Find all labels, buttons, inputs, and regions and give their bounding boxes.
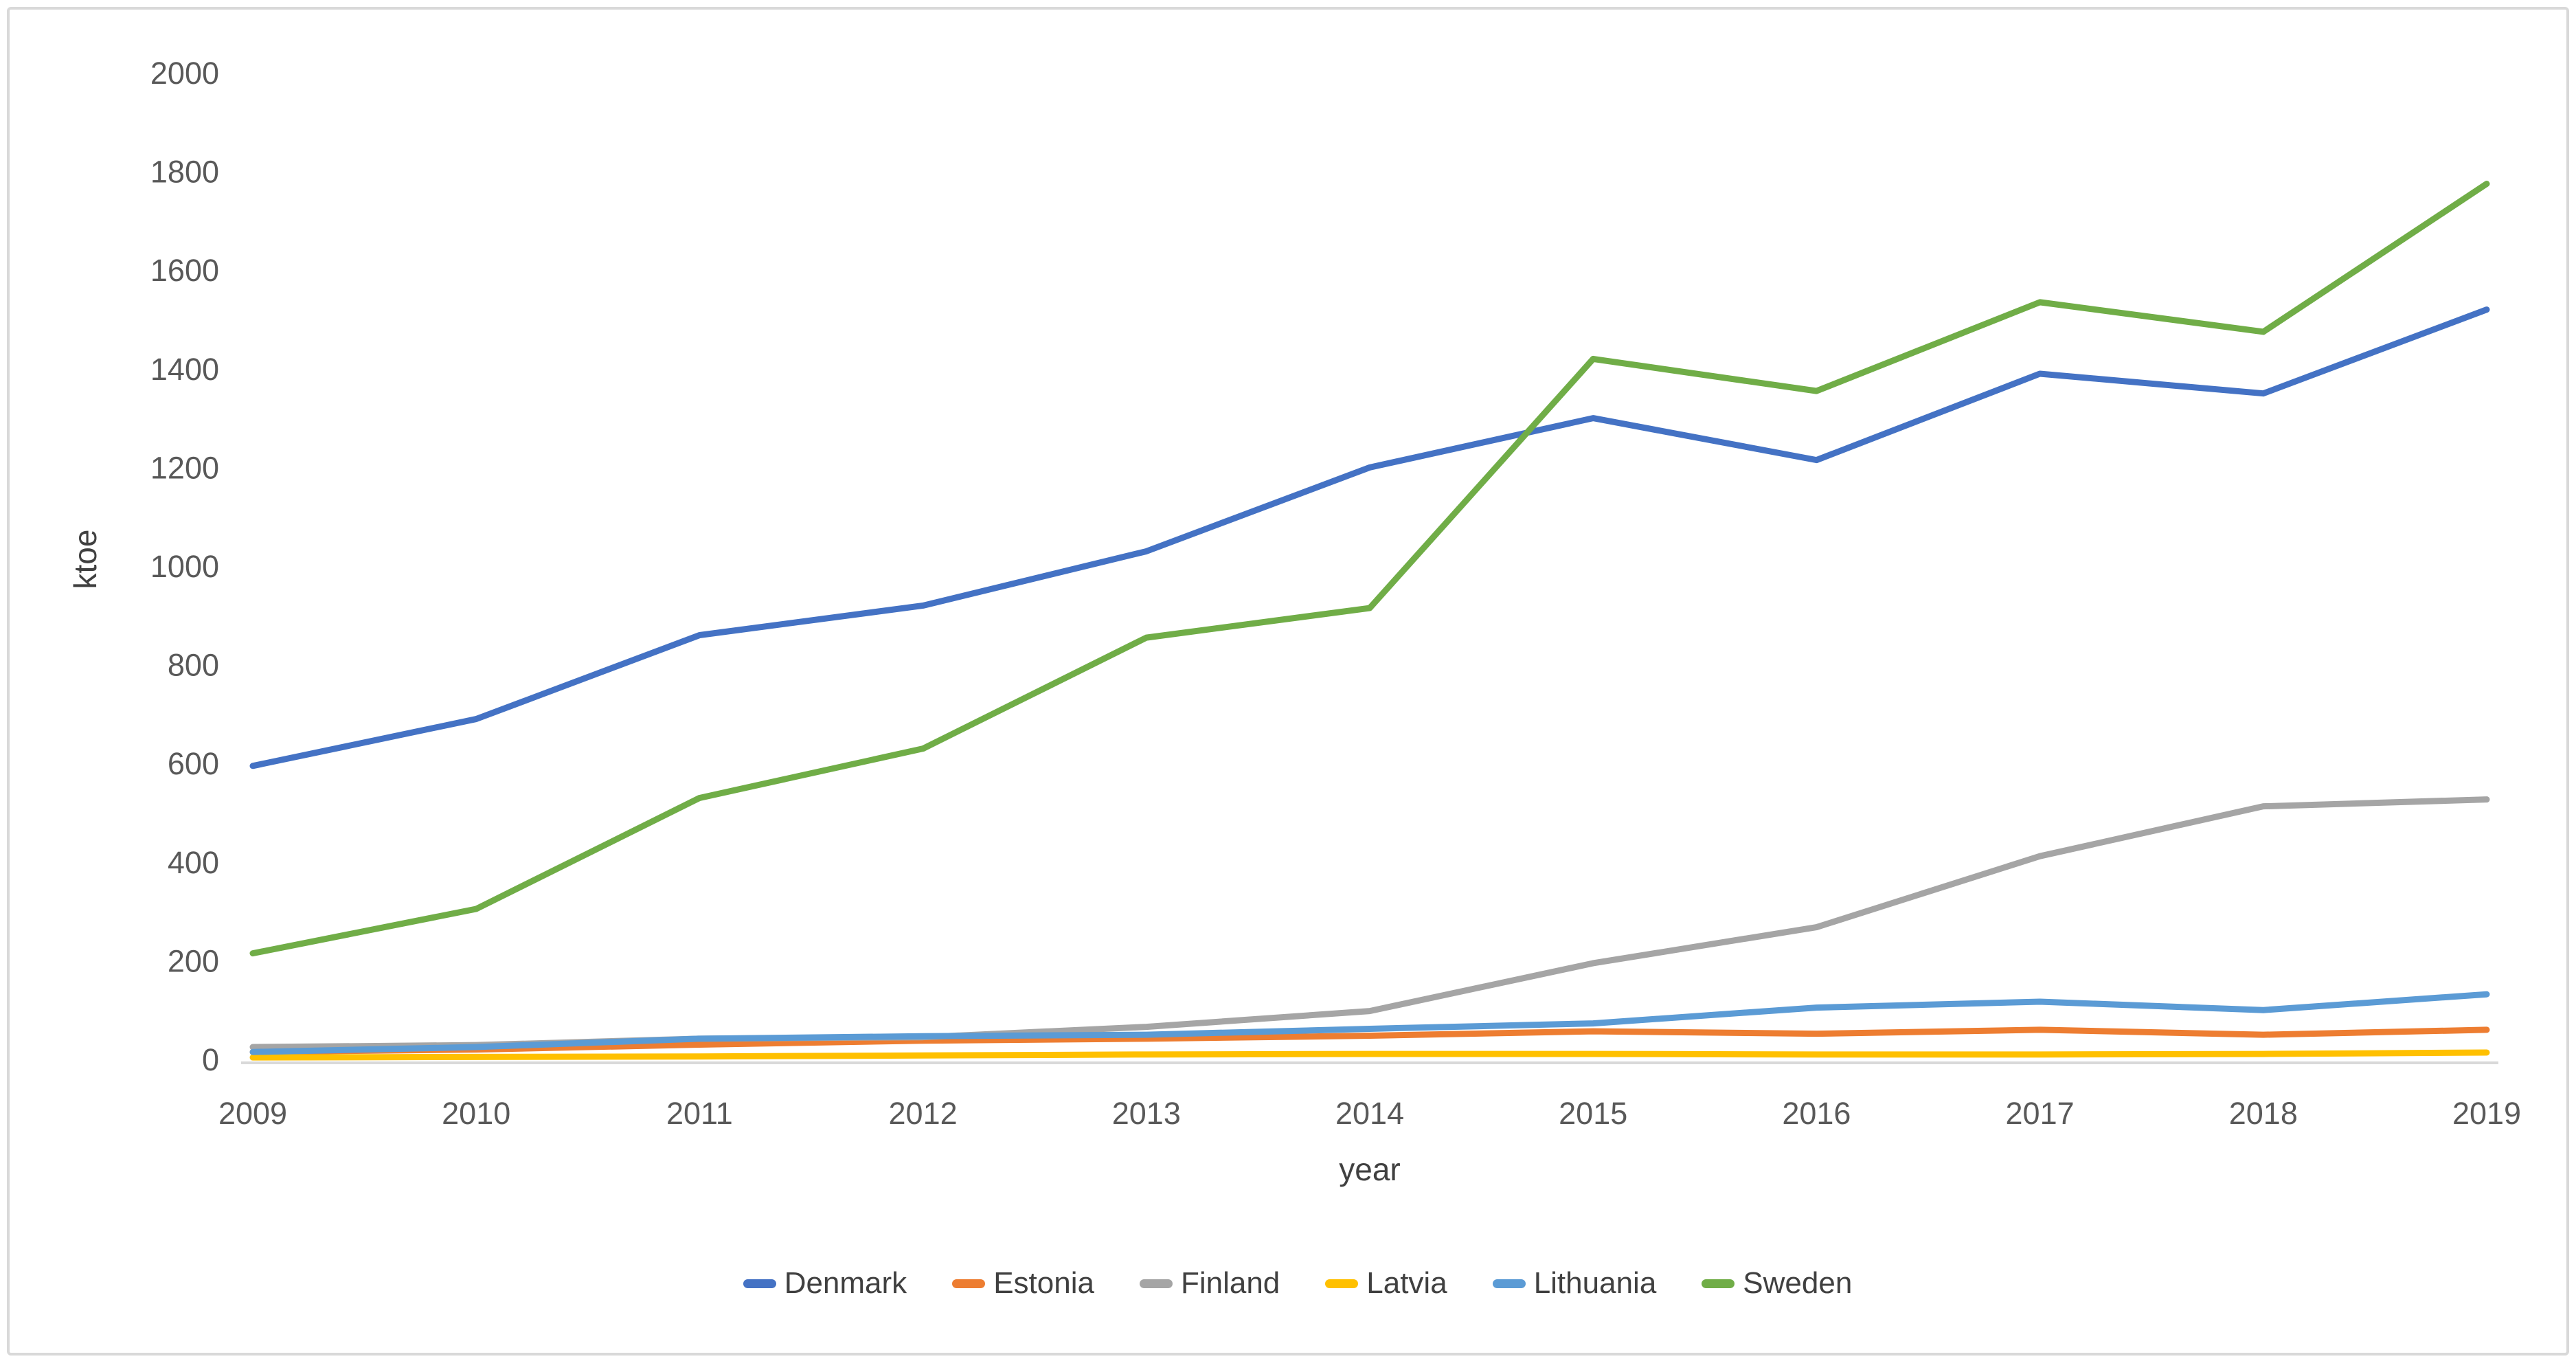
x-tick-label: 2016 <box>1782 1096 1851 1131</box>
legend-swatch-denmark <box>743 1279 776 1288</box>
legend-swatch-latvia <box>1325 1279 1359 1288</box>
legend-item-estonia: Estonia <box>952 1266 1094 1301</box>
y-tick-label: 1400 <box>150 352 219 387</box>
series-line-sweden <box>249 181 2490 957</box>
x-tick-label: 2019 <box>2452 1096 2521 1131</box>
series-line-latvia <box>249 1049 2490 1061</box>
y-axis-title: ktoe <box>67 529 103 589</box>
y-tick-label: 600 <box>168 746 219 781</box>
y-tick-label: 1800 <box>150 155 219 190</box>
x-tick-label: 2009 <box>218 1096 287 1131</box>
x-tick-label: 2012 <box>889 1096 958 1131</box>
legend-swatch-lithuania <box>1492 1279 1526 1288</box>
legend-swatch-sweden <box>1702 1279 1735 1288</box>
x-tick-label: 2015 <box>1559 1096 1627 1131</box>
x-tick-label: 2011 <box>666 1096 733 1131</box>
x-tick-label: 2018 <box>2229 1096 2298 1131</box>
y-tick-label: 800 <box>168 648 219 683</box>
legend-label: Estonia <box>993 1266 1094 1300</box>
legend-swatch-estonia <box>952 1279 986 1288</box>
x-tick-label: 2017 <box>2006 1096 2075 1131</box>
y-tick-label: 400 <box>168 845 219 880</box>
legend-label: Sweden <box>1743 1266 1853 1300</box>
legend-label: Denmark <box>784 1266 907 1300</box>
legend-swatch-finland <box>1139 1279 1173 1288</box>
legend-item-lithuania: Lithuania <box>1492 1266 1657 1301</box>
y-tick-label: 1000 <box>150 549 219 584</box>
y-tick-label: 1600 <box>150 253 219 288</box>
legend-item-latvia: Latvia <box>1325 1266 1447 1301</box>
x-tick-label: 2010 <box>442 1096 510 1131</box>
series-line-estonia <box>249 1026 2490 1055</box>
x-tick-label: 2013 <box>1112 1096 1181 1131</box>
legend-item-sweden: Sweden <box>1702 1266 1852 1301</box>
legend-label: Latvia <box>1366 1266 1447 1300</box>
plot-area: 0 200 400 600 800 1000 1200 1400 1600 1800 2000 200… <box>150 56 2521 1131</box>
y-tick-label: 1200 <box>150 450 219 485</box>
y-tick-label: 200 <box>168 943 219 978</box>
x-tick-label: 2014 <box>1335 1096 1404 1131</box>
x-axis-title: year <box>1339 1151 1401 1187</box>
series-line-lithuania <box>249 991 2490 1055</box>
y-tick-label: 2000 <box>150 56 219 91</box>
legend: Denmark Estonia Finland Latvia Lithuania Swed… <box>10 1266 2576 1301</box>
chart-frame: 0 200 400 600 800 1000 1200 1400 1600 1800 2000 200… <box>7 7 2569 1356</box>
legend-label: Lithuania <box>1533 1266 1657 1300</box>
legend-item-finland: Finland <box>1139 1266 1280 1301</box>
series-line-finland <box>249 796 2490 1050</box>
series-line-denmark <box>249 306 2490 769</box>
y-tick-label: 0 <box>202 1042 219 1077</box>
legend-item-denmark: Denmark <box>743 1266 907 1301</box>
legend-label: Finland <box>1180 1266 1280 1300</box>
